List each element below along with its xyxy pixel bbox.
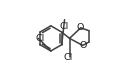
Text: Cl: Cl (35, 34, 45, 43)
Text: Cl: Cl (63, 53, 73, 62)
Text: Cl: Cl (60, 22, 69, 31)
Text: O: O (77, 23, 84, 32)
Text: O: O (79, 41, 86, 50)
